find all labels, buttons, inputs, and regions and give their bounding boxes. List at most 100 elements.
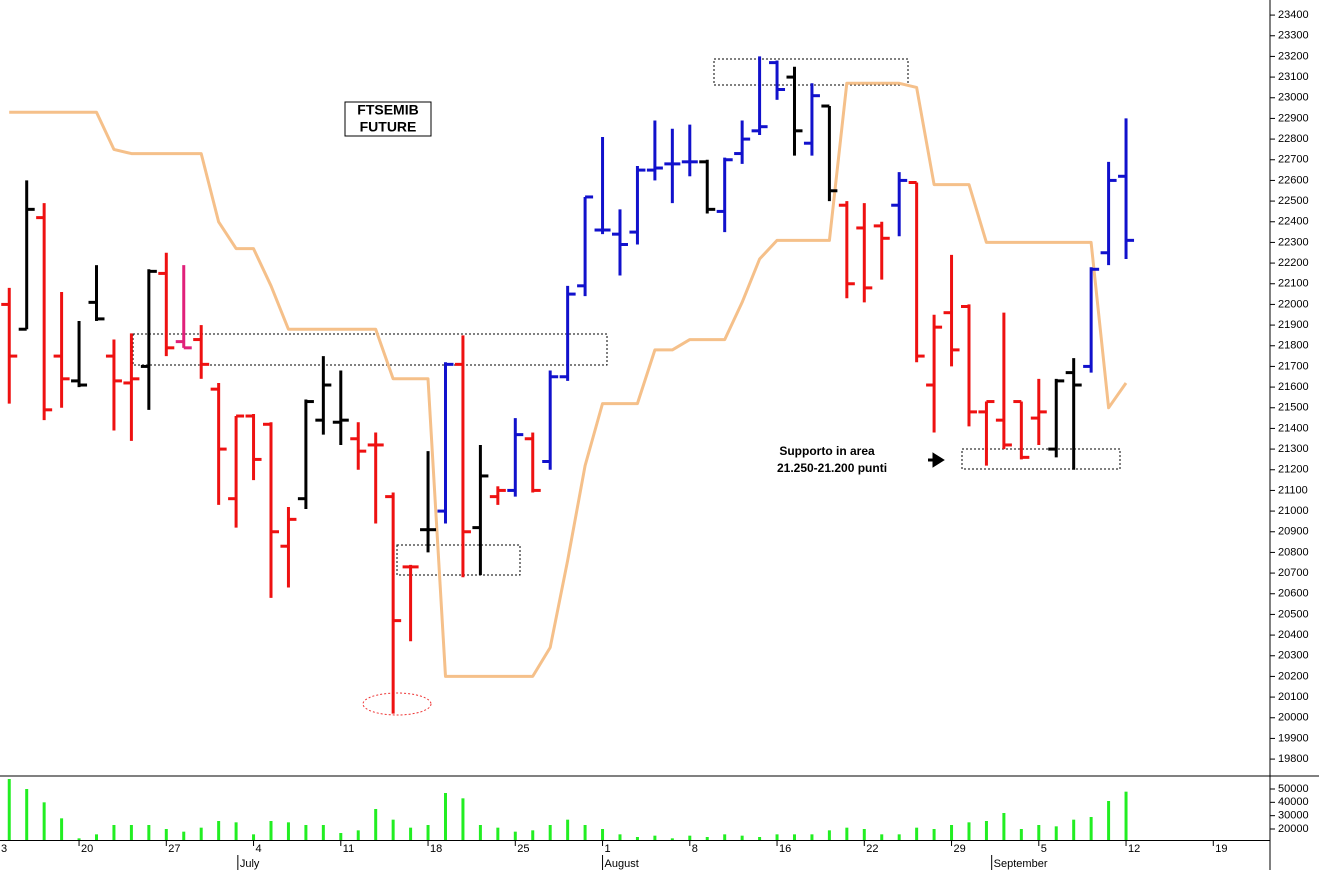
y-tick-label: 23200 (1278, 50, 1309, 62)
volume-bar (775, 834, 779, 840)
y-tick-label: 21000 (1278, 505, 1309, 517)
y-tick-label: 40000 (1278, 796, 1309, 808)
volume-bar (42, 802, 46, 840)
volume-bar (25, 789, 29, 840)
annotation: 21.250-21.200 punti (777, 461, 887, 475)
x-tick-label: 20 (81, 843, 93, 855)
volume-bar (688, 835, 692, 840)
volume-bar (304, 825, 308, 840)
y-tick-label: 22100 (1278, 278, 1309, 290)
chart-title: FUTURE (360, 119, 417, 135)
marks: 1980019900200002010020200203002040020500… (1, 9, 1309, 870)
volume-bar (478, 825, 482, 840)
volume-bar (391, 819, 395, 840)
y-tick-label: 23000 (1278, 92, 1309, 104)
volume-bar (862, 829, 866, 840)
y-tick-label: 22200 (1278, 257, 1309, 269)
zone-box (396, 544, 521, 576)
y-tick-label: 19800 (1278, 753, 1309, 765)
volume-bar (496, 827, 500, 840)
volume-bar (531, 830, 535, 840)
low-marker (362, 692, 432, 716)
y-tick-label: 20300 (1278, 650, 1309, 662)
volume-bar (740, 835, 744, 840)
volume-bar (112, 825, 116, 840)
volume-bar (653, 835, 657, 840)
y-tick-label: 20800 (1278, 546, 1309, 558)
volume-bar (845, 827, 849, 840)
chart-title: FTSEMIB (357, 102, 418, 118)
volume-bar (129, 825, 133, 840)
volume-bar (147, 825, 151, 840)
x-tick-label: 4 (256, 843, 262, 855)
x-tick-label: 27 (168, 843, 180, 855)
x-tick-label: 1 (605, 843, 611, 855)
volume-bar (897, 834, 901, 840)
y-tick-label: 21200 (1278, 464, 1309, 476)
volume-bar (932, 829, 936, 840)
y-tick-label: 22400 (1278, 216, 1309, 228)
x-tick-label: 3 (1, 843, 7, 855)
volume-bar (513, 831, 517, 840)
y-tick-label: 20400 (1278, 629, 1309, 641)
volume-bar (601, 829, 605, 840)
y-tick-label: 21100 (1278, 484, 1308, 496)
y-tick-label: 22600 (1278, 174, 1309, 186)
volume-bar (94, 834, 98, 840)
y-tick-label: 22900 (1278, 112, 1309, 124)
y-tick-label: 20900 (1278, 526, 1309, 538)
volume-bar (618, 834, 622, 840)
volume-bar (583, 825, 587, 840)
volume-bar (792, 834, 796, 840)
y-tick-label: 20000 (1278, 712, 1309, 724)
y-tick-label: 21800 (1278, 340, 1309, 352)
month-label: August (605, 858, 639, 870)
y-tick-label: 30000 (1278, 810, 1309, 822)
volume-bar (269, 821, 273, 840)
y-tick-label: 20700 (1278, 567, 1309, 579)
y-tick-label: 21700 (1278, 360, 1309, 372)
annotation: Supporto in area (779, 444, 875, 458)
volume-bar (1037, 825, 1041, 840)
volume-bar (356, 830, 360, 840)
y-tick-label: 22300 (1278, 236, 1309, 248)
volume-bar (1089, 817, 1093, 840)
title-box (344, 101, 432, 137)
y-tick-label: 20100 (1278, 691, 1309, 703)
x-tick-label: 16 (779, 843, 791, 855)
volume-bar (810, 834, 814, 840)
y-tick-label: 20200 (1278, 670, 1309, 682)
y-tick-label: 23400 (1278, 9, 1309, 21)
volume-bar (409, 827, 413, 840)
y-tick-label: 22500 (1278, 195, 1309, 207)
volume-bar (984, 821, 988, 840)
arrow (928, 452, 945, 468)
y-tick-label: 50000 (1278, 783, 1309, 795)
volume-bar (950, 825, 954, 840)
month-label: July (240, 858, 260, 870)
volume-bar (1002, 813, 1006, 840)
volume-bar (670, 838, 674, 840)
zone-box (961, 448, 1121, 470)
x-tick-label: 11 (343, 843, 354, 855)
x-tick-label: 8 (692, 843, 698, 855)
x-tick-label: 22 (866, 843, 878, 855)
volume-bar (252, 834, 256, 840)
volume-bar (217, 821, 221, 840)
volume-bar (1019, 829, 1023, 840)
volume-bar (723, 834, 727, 840)
y-tick-label: 21400 (1278, 422, 1309, 434)
volume-bar (60, 818, 64, 840)
volume-bar (182, 831, 186, 840)
y-tick-label: 22700 (1278, 154, 1309, 166)
month-label: September (994, 858, 1048, 870)
volume-bar (77, 838, 81, 840)
volume-bar (164, 829, 168, 840)
x-tick-label: 19 (1215, 843, 1227, 855)
y-tick-label: 19900 (1278, 732, 1309, 744)
volume-bar (1124, 791, 1128, 840)
y-tick-label: 23300 (1278, 30, 1309, 42)
x-tick-label: 25 (517, 843, 529, 855)
x-tick-label: 5 (1041, 843, 1047, 855)
